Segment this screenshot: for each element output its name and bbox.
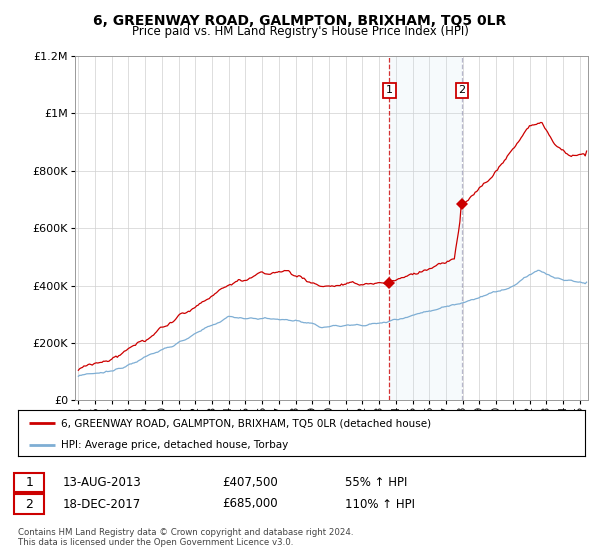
Text: 55% ↑ HPI: 55% ↑ HPI — [345, 476, 407, 489]
Text: HPI: Average price, detached house, Torbay: HPI: Average price, detached house, Torb… — [61, 440, 288, 450]
Text: 2: 2 — [25, 497, 34, 511]
Bar — [389, 56, 462, 400]
Text: Contains HM Land Registry data © Crown copyright and database right 2024.
This d: Contains HM Land Registry data © Crown c… — [18, 528, 353, 547]
Text: £685,000: £685,000 — [222, 497, 278, 511]
Text: 6, GREENWAY ROAD, GALMPTON, BRIXHAM, TQ5 0LR: 6, GREENWAY ROAD, GALMPTON, BRIXHAM, TQ5… — [94, 14, 506, 28]
Text: 18-DEC-2017: 18-DEC-2017 — [63, 497, 141, 511]
Text: 1: 1 — [386, 86, 393, 95]
Text: 2: 2 — [458, 86, 466, 95]
Text: 13-AUG-2013: 13-AUG-2013 — [63, 476, 142, 489]
Text: Price paid vs. HM Land Registry's House Price Index (HPI): Price paid vs. HM Land Registry's House … — [131, 25, 469, 38]
Text: 1: 1 — [25, 476, 34, 489]
Text: 110% ↑ HPI: 110% ↑ HPI — [345, 497, 415, 511]
Text: £407,500: £407,500 — [222, 476, 278, 489]
Text: 6, GREENWAY ROAD, GALMPTON, BRIXHAM, TQ5 0LR (detached house): 6, GREENWAY ROAD, GALMPTON, BRIXHAM, TQ5… — [61, 418, 431, 428]
